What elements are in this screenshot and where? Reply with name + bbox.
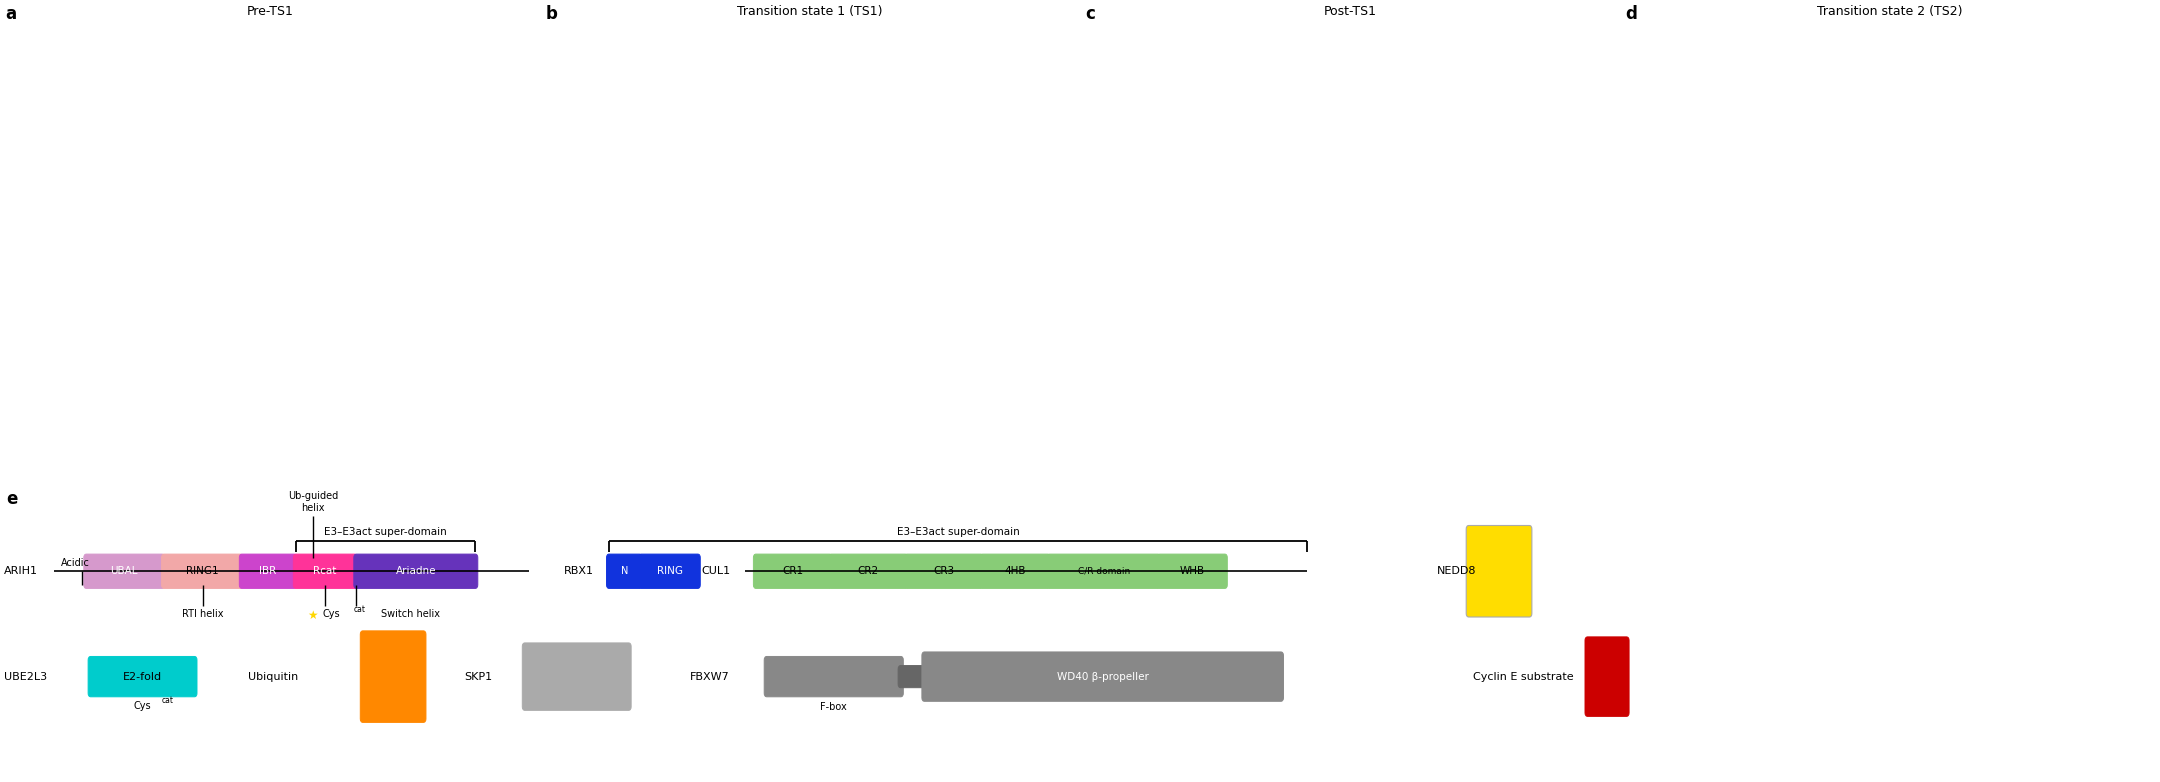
Text: RING: RING xyxy=(657,566,683,576)
Text: Pre-TS1: Pre-TS1 xyxy=(246,5,294,18)
FancyBboxPatch shape xyxy=(294,554,356,588)
FancyBboxPatch shape xyxy=(829,554,907,588)
FancyBboxPatch shape xyxy=(89,656,197,697)
FancyBboxPatch shape xyxy=(754,554,832,588)
FancyBboxPatch shape xyxy=(162,554,242,588)
Text: Cys: Cys xyxy=(134,701,151,711)
FancyBboxPatch shape xyxy=(607,554,642,588)
Text: IBR: IBR xyxy=(259,566,276,576)
Text: Post-TS1: Post-TS1 xyxy=(1324,5,1376,18)
Text: CR3: CR3 xyxy=(933,566,955,576)
Text: Switch helix: Switch helix xyxy=(380,609,441,619)
Text: C/R domain: C/R domain xyxy=(1078,567,1130,576)
Text: SKP1: SKP1 xyxy=(464,672,492,682)
FancyBboxPatch shape xyxy=(1158,554,1227,588)
Text: UBE2L3: UBE2L3 xyxy=(4,672,48,682)
Text: Transition state 1 (TS1): Transition state 1 (TS1) xyxy=(737,5,883,18)
Text: b: b xyxy=(544,5,557,23)
Text: cat: cat xyxy=(162,696,175,705)
Text: N: N xyxy=(620,566,629,576)
FancyBboxPatch shape xyxy=(765,656,903,697)
Text: F-box: F-box xyxy=(821,702,847,712)
Text: E3–E3act super-domain: E3–E3act super-domain xyxy=(324,526,447,536)
Text: CR2: CR2 xyxy=(858,566,879,576)
FancyBboxPatch shape xyxy=(84,554,164,588)
FancyBboxPatch shape xyxy=(899,665,924,687)
Text: d: d xyxy=(1626,5,1637,23)
FancyBboxPatch shape xyxy=(922,652,1283,701)
Text: e: e xyxy=(6,490,17,508)
Text: FBXW7: FBXW7 xyxy=(691,672,730,682)
Text: NEDD8: NEDD8 xyxy=(1436,566,1475,576)
FancyBboxPatch shape xyxy=(240,554,296,588)
Text: Cyclin E substrate: Cyclin E substrate xyxy=(1473,672,1575,682)
Text: Acidic: Acidic xyxy=(60,558,89,569)
FancyBboxPatch shape xyxy=(1585,637,1629,716)
Text: a: a xyxy=(4,5,17,23)
FancyBboxPatch shape xyxy=(354,554,477,588)
FancyBboxPatch shape xyxy=(361,631,426,723)
Text: RTI helix: RTI helix xyxy=(181,609,225,619)
Text: UBAL: UBAL xyxy=(110,566,138,576)
Text: E2-fold: E2-fold xyxy=(123,672,162,682)
FancyBboxPatch shape xyxy=(523,643,631,710)
Text: Transition state 2 (TS2): Transition state 2 (TS2) xyxy=(1817,5,1963,18)
Text: Cys: Cys xyxy=(324,609,341,619)
FancyBboxPatch shape xyxy=(639,554,700,588)
Text: 4HB: 4HB xyxy=(1004,566,1026,576)
FancyBboxPatch shape xyxy=(1048,554,1160,588)
Text: CUL1: CUL1 xyxy=(702,566,730,576)
Text: cat: cat xyxy=(354,605,365,615)
Text: Ub-guided
helix: Ub-guided helix xyxy=(287,491,339,512)
FancyBboxPatch shape xyxy=(981,554,1050,588)
Text: Ubiquitin: Ubiquitin xyxy=(248,672,298,682)
Text: WHB: WHB xyxy=(1179,566,1205,576)
Text: RBX1: RBX1 xyxy=(564,566,594,576)
Text: E3–E3act super-domain: E3–E3act super-domain xyxy=(896,526,1020,536)
Text: Rcat: Rcat xyxy=(313,566,337,576)
Text: c: c xyxy=(1086,5,1095,23)
Text: ★: ★ xyxy=(307,609,318,622)
Text: WD40 β-propeller: WD40 β-propeller xyxy=(1056,672,1149,682)
FancyBboxPatch shape xyxy=(1467,526,1531,617)
Text: RING1: RING1 xyxy=(186,566,218,576)
Text: CR1: CR1 xyxy=(782,566,804,576)
Text: Ariadne: Ariadne xyxy=(395,566,436,576)
FancyBboxPatch shape xyxy=(905,554,983,588)
Text: ARIH1: ARIH1 xyxy=(4,566,39,576)
